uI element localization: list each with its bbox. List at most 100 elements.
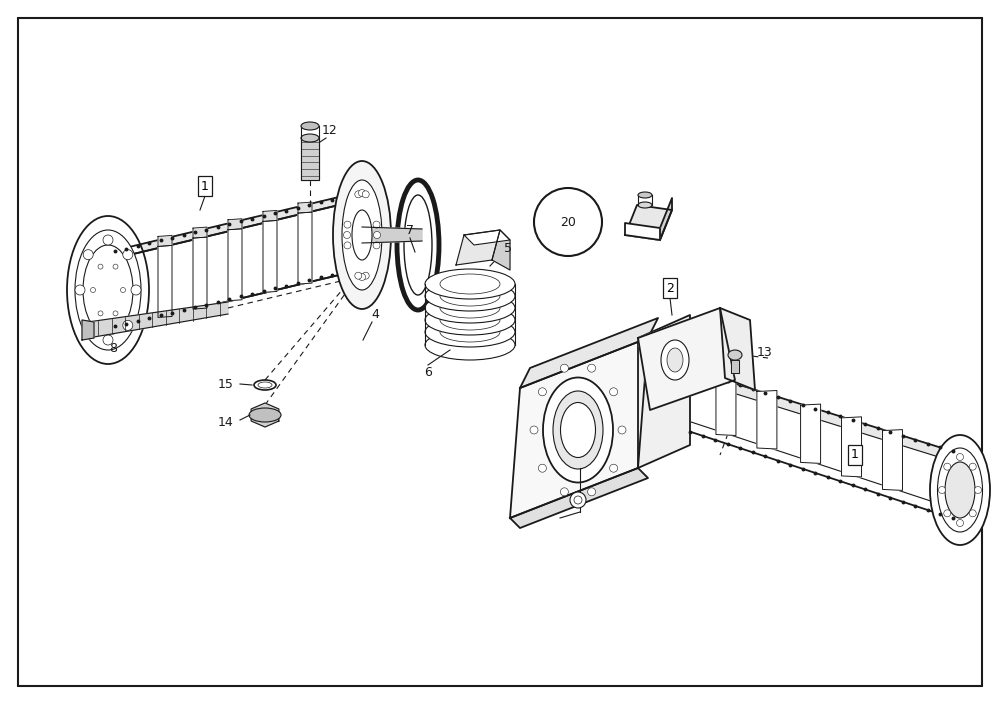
- Polygon shape: [882, 429, 902, 491]
- Circle shape: [956, 453, 964, 460]
- Circle shape: [355, 272, 362, 279]
- Circle shape: [969, 463, 976, 470]
- Circle shape: [344, 232, 351, 239]
- Ellipse shape: [83, 245, 133, 335]
- Circle shape: [344, 242, 351, 249]
- Text: 20: 20: [560, 215, 576, 229]
- Ellipse shape: [333, 161, 391, 309]
- Polygon shape: [757, 391, 777, 449]
- Ellipse shape: [301, 134, 319, 142]
- Circle shape: [534, 188, 602, 256]
- Text: 8: 8: [109, 341, 117, 355]
- Text: 15: 15: [218, 377, 234, 391]
- Ellipse shape: [425, 269, 515, 299]
- Text: 4: 4: [371, 308, 379, 322]
- Ellipse shape: [258, 382, 272, 388]
- Polygon shape: [685, 378, 958, 510]
- Circle shape: [969, 510, 976, 517]
- Polygon shape: [251, 403, 279, 427]
- Ellipse shape: [342, 180, 382, 290]
- Polygon shape: [716, 378, 736, 436]
- Ellipse shape: [425, 330, 515, 360]
- Circle shape: [120, 287, 126, 292]
- Circle shape: [374, 232, 380, 239]
- Circle shape: [944, 463, 951, 470]
- Ellipse shape: [553, 391, 603, 469]
- Polygon shape: [228, 219, 242, 230]
- Circle shape: [103, 235, 113, 245]
- Ellipse shape: [425, 305, 515, 335]
- Text: 5: 5: [504, 241, 512, 255]
- Ellipse shape: [440, 310, 500, 330]
- Polygon shape: [660, 198, 672, 240]
- Polygon shape: [464, 230, 510, 245]
- Circle shape: [560, 488, 568, 496]
- Ellipse shape: [75, 230, 141, 350]
- Ellipse shape: [425, 293, 515, 323]
- Polygon shape: [88, 302, 228, 338]
- Ellipse shape: [440, 298, 500, 318]
- Polygon shape: [193, 227, 207, 238]
- Text: 12: 12: [322, 123, 338, 137]
- Ellipse shape: [301, 122, 319, 130]
- Ellipse shape: [440, 274, 500, 294]
- Circle shape: [90, 287, 96, 292]
- Text: 13: 13: [757, 346, 773, 360]
- Ellipse shape: [352, 210, 372, 260]
- Polygon shape: [842, 417, 862, 477]
- Ellipse shape: [638, 192, 652, 198]
- Text: 7: 7: [406, 223, 414, 237]
- Circle shape: [570, 492, 586, 508]
- Polygon shape: [228, 229, 242, 301]
- Circle shape: [362, 272, 369, 279]
- Circle shape: [944, 510, 951, 517]
- Polygon shape: [720, 308, 755, 390]
- Polygon shape: [158, 235, 172, 246]
- Circle shape: [358, 189, 366, 196]
- Circle shape: [560, 364, 568, 372]
- Polygon shape: [638, 308, 735, 410]
- Polygon shape: [298, 212, 312, 284]
- Polygon shape: [510, 468, 648, 528]
- Ellipse shape: [404, 195, 432, 295]
- Ellipse shape: [728, 350, 742, 360]
- Polygon shape: [625, 205, 672, 240]
- Circle shape: [538, 464, 546, 472]
- Polygon shape: [456, 230, 500, 265]
- Polygon shape: [638, 315, 690, 468]
- Ellipse shape: [543, 377, 613, 482]
- Ellipse shape: [254, 380, 276, 390]
- Text: 14: 14: [218, 415, 234, 429]
- Circle shape: [974, 486, 982, 494]
- Polygon shape: [801, 404, 821, 463]
- Text: 1: 1: [201, 180, 209, 192]
- Polygon shape: [731, 360, 739, 373]
- Ellipse shape: [667, 348, 683, 372]
- Polygon shape: [108, 200, 360, 330]
- Ellipse shape: [425, 317, 515, 347]
- Ellipse shape: [945, 462, 975, 518]
- Polygon shape: [492, 230, 510, 270]
- Text: 1: 1: [851, 448, 859, 462]
- Ellipse shape: [638, 202, 652, 208]
- Circle shape: [618, 426, 626, 434]
- Circle shape: [113, 264, 118, 269]
- Polygon shape: [301, 138, 319, 180]
- Circle shape: [98, 264, 103, 269]
- Polygon shape: [625, 223, 660, 240]
- Circle shape: [373, 242, 380, 249]
- Polygon shape: [685, 368, 958, 463]
- Polygon shape: [108, 192, 360, 260]
- Circle shape: [355, 191, 362, 198]
- Ellipse shape: [440, 322, 500, 342]
- Circle shape: [113, 311, 118, 316]
- Ellipse shape: [67, 216, 149, 364]
- Circle shape: [83, 250, 93, 260]
- Polygon shape: [82, 320, 94, 340]
- Circle shape: [938, 486, 946, 494]
- Circle shape: [131, 285, 141, 295]
- Circle shape: [610, 388, 618, 396]
- Ellipse shape: [440, 286, 500, 306]
- Ellipse shape: [425, 281, 515, 311]
- Polygon shape: [298, 202, 312, 213]
